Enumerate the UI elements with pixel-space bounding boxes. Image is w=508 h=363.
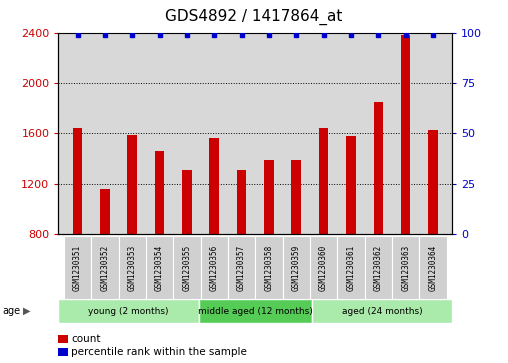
Bar (292, 160, 301, 234)
Text: GSM1230355: GSM1230355 (182, 245, 192, 291)
Text: GSM1230352: GSM1230352 (101, 245, 109, 291)
Text: GSM1230359: GSM1230359 (292, 245, 301, 291)
Bar (337, 236, 365, 299)
Bar (182, 170, 192, 234)
Bar (311, 299, 452, 323)
Text: GSM1230357: GSM1230357 (237, 245, 246, 291)
Bar (419, 236, 447, 299)
Text: GSM1230353: GSM1230353 (128, 245, 137, 291)
Text: GSM1230351: GSM1230351 (73, 245, 82, 291)
Text: GSM1230361: GSM1230361 (346, 245, 356, 291)
Text: GSM1230362: GSM1230362 (374, 245, 383, 291)
Bar (237, 170, 246, 234)
Bar (264, 160, 274, 234)
Bar (282, 236, 310, 299)
Bar (228, 236, 255, 299)
Text: percentile rank within the sample: percentile rank within the sample (71, 347, 247, 358)
Text: young (2 months): young (2 months) (88, 307, 169, 316)
Text: GSM1230360: GSM1230360 (319, 245, 328, 291)
Bar (201, 236, 228, 299)
Bar (91, 236, 118, 299)
Text: GDS4892 / 1417864_at: GDS4892 / 1417864_at (165, 9, 343, 25)
Text: aged (24 months): aged (24 months) (341, 307, 422, 316)
Bar (346, 136, 356, 234)
Text: GSM1230356: GSM1230356 (210, 245, 219, 291)
Bar (58, 299, 199, 323)
Bar (373, 102, 383, 234)
Bar (118, 236, 146, 299)
Bar (146, 236, 173, 299)
Bar (428, 130, 438, 234)
Text: ▶: ▶ (23, 306, 30, 316)
Bar (199, 299, 311, 323)
Bar (256, 236, 282, 299)
Bar (128, 135, 137, 234)
Text: middle aged (12 months): middle aged (12 months) (198, 307, 312, 316)
Text: GSM1230354: GSM1230354 (155, 245, 164, 291)
Bar (319, 129, 328, 234)
Text: GSM1230364: GSM1230364 (428, 245, 437, 291)
Text: age: age (3, 306, 21, 316)
Text: count: count (71, 334, 101, 344)
Text: GSM1230363: GSM1230363 (401, 245, 410, 291)
Text: GSM1230358: GSM1230358 (265, 245, 273, 291)
Bar (401, 35, 410, 234)
Bar (209, 138, 219, 234)
Bar (173, 236, 201, 299)
Bar (155, 151, 165, 234)
Bar (64, 236, 91, 299)
Bar (365, 236, 392, 299)
Bar (100, 189, 110, 234)
Bar (310, 236, 337, 299)
Bar (392, 236, 419, 299)
Bar (73, 129, 82, 234)
